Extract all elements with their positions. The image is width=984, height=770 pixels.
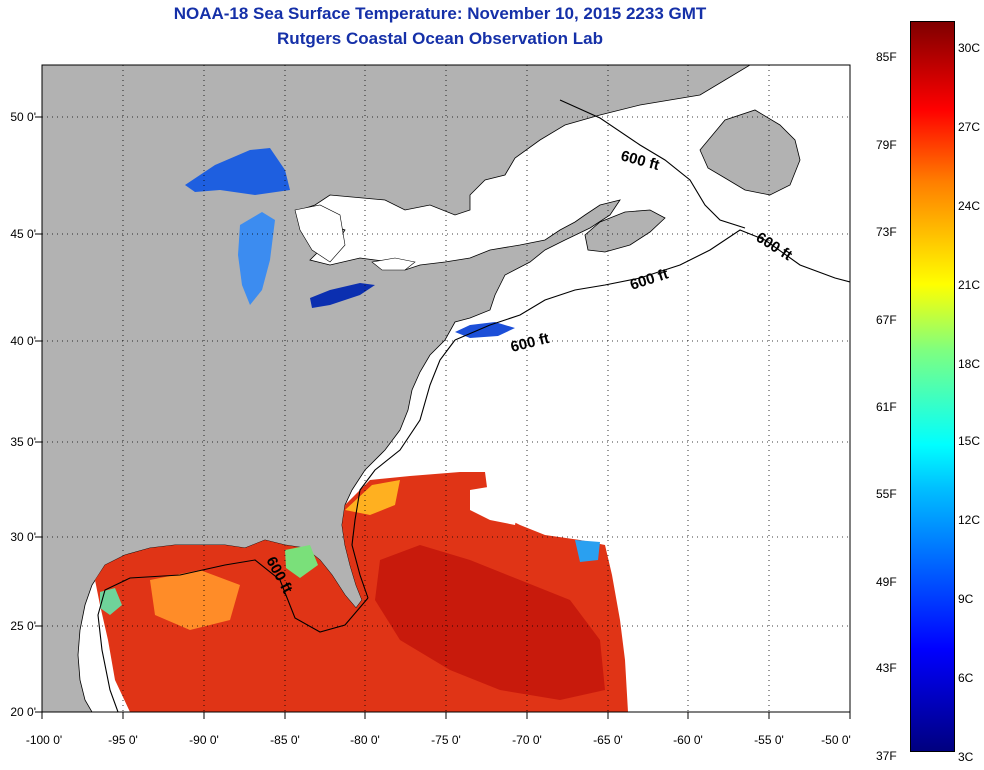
sst-patch-yellow bbox=[345, 480, 400, 515]
lat-label-20n: 20 0' bbox=[10, 705, 36, 719]
lake-superior bbox=[185, 148, 290, 195]
colorbar-c-label: 15C bbox=[958, 434, 981, 448]
axis-ticks bbox=[35, 116, 851, 719]
colorbar-c-label: 12C bbox=[958, 513, 981, 527]
colorbar-c-label: 18C bbox=[958, 357, 981, 371]
map-title: NOAA-18 Sea Surface Temperature: Novembe… bbox=[173, 4, 707, 23]
isobath-600ft-shelf bbox=[559, 99, 746, 229]
colorbar-f-label: 67F bbox=[876, 313, 897, 327]
colorbar-c-label: 3C bbox=[958, 750, 974, 764]
lake-michigan bbox=[238, 212, 275, 305]
colorbar-c-label: 6C bbox=[958, 671, 974, 685]
colorbar-c-label: 27C bbox=[958, 120, 981, 134]
lon-label-90w: -90 0' bbox=[189, 733, 219, 747]
lake-erie bbox=[310, 283, 375, 308]
lat-label-35n: 35 0' bbox=[10, 435, 36, 449]
lon-label-80w: -80 0' bbox=[350, 733, 380, 747]
isobath-600ft-north bbox=[454, 229, 850, 341]
lon-label-60w: -60 0' bbox=[673, 733, 703, 747]
lat-label-45n: 45 0' bbox=[10, 227, 36, 241]
colorbar-f-label: 55F bbox=[876, 487, 897, 501]
temperature-colorbar bbox=[910, 21, 955, 752]
lon-label-70w: -70 0' bbox=[512, 733, 542, 747]
sst-warm-core bbox=[375, 545, 605, 700]
sst-patch-blue bbox=[575, 540, 600, 562]
colorbar-f-label: 79F bbox=[876, 138, 897, 152]
colorbar-c-label: 21C bbox=[958, 278, 981, 292]
sst-patch-cool-gulf bbox=[285, 545, 318, 578]
lat-label-30n: 30 0' bbox=[10, 530, 36, 544]
nova-scotia-land bbox=[584, 209, 666, 253]
map-subtitle: Rutgers Coastal Ocean Observation Lab bbox=[277, 29, 603, 48]
colorbar-f-label: 85F bbox=[876, 50, 897, 64]
colorbar-c-label: 30C bbox=[958, 41, 981, 55]
newfoundland-land bbox=[699, 109, 801, 196]
lake-huron bbox=[294, 204, 346, 263]
lon-label-50w: -50 0' bbox=[821, 733, 851, 747]
sst-cloud-gap bbox=[470, 485, 520, 525]
lake-ontario bbox=[371, 257, 416, 271]
sst-patch-orange bbox=[150, 570, 240, 630]
colorbar-f-label: 37F bbox=[876, 749, 897, 763]
colorbar-c-label: 9C bbox=[958, 592, 974, 606]
colorbar-f-label: 73F bbox=[876, 225, 897, 239]
isobath-600ft-gulf bbox=[97, 559, 369, 712]
colorbar-f-label: 49F bbox=[876, 575, 897, 589]
lon-label-85w: -85 0' bbox=[270, 733, 300, 747]
lat-label-50n: 50 0' bbox=[10, 110, 36, 124]
sst-patch-cool-west bbox=[100, 588, 122, 615]
lat-label-25n: 25 0' bbox=[10, 619, 36, 633]
isobath-600ft-east-coast bbox=[351, 339, 456, 599]
lat-label-40n: 40 0' bbox=[10, 334, 36, 348]
lon-label-65w: -65 0' bbox=[593, 733, 623, 747]
lon-label-100w: -100 0' bbox=[25, 733, 63, 747]
colorbar-f-label: 43F bbox=[876, 661, 897, 675]
colorbar-c-label: 24C bbox=[958, 199, 981, 213]
lon-label-55w: -55 0' bbox=[754, 733, 784, 747]
lon-label-95w: -95 0' bbox=[108, 733, 138, 747]
colorbar-f-label: 61F bbox=[876, 400, 897, 414]
lon-label-75w: -75 0' bbox=[431, 733, 461, 747]
